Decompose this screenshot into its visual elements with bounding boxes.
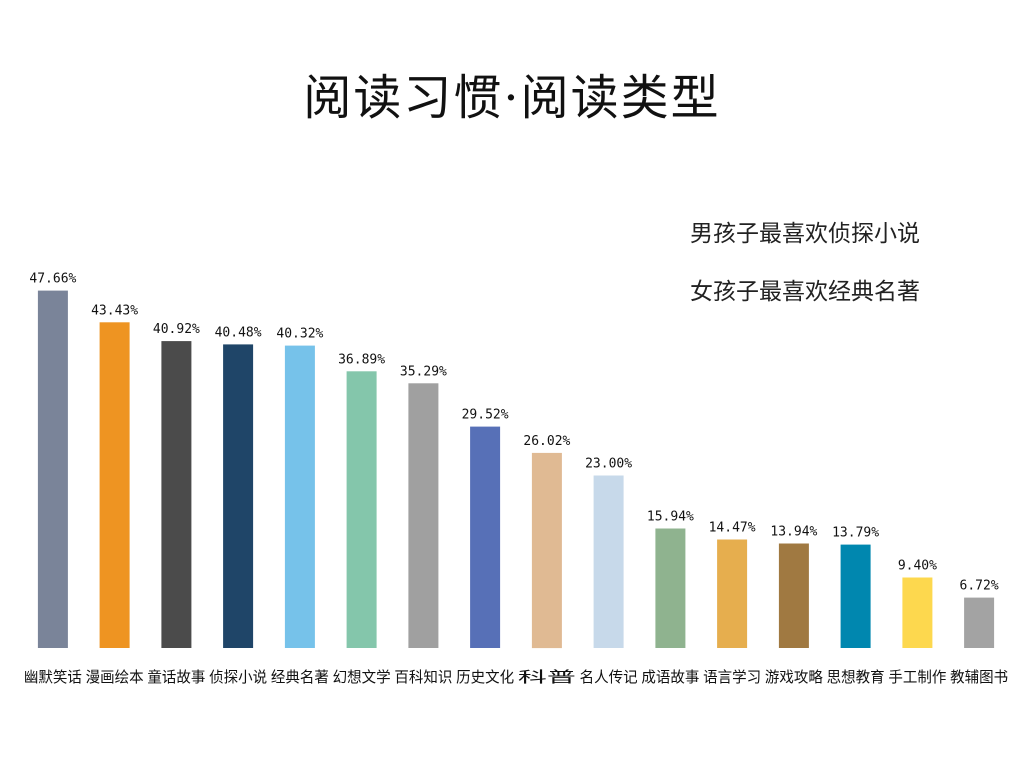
bar-10: [593, 475, 624, 648]
bar-4: [223, 344, 254, 648]
bar-7: [408, 383, 439, 648]
annotation-boys: 男孩子最喜欢侦探小说: [690, 221, 920, 247]
value-label-8: 29.52%: [462, 408, 509, 423]
category-label-12: 语言学习: [703, 668, 761, 686]
value-label-7: 35.29%: [400, 364, 447, 379]
value-label-4: 40.48%: [215, 325, 262, 340]
value-label-1: 47.66%: [29, 272, 76, 287]
value-label-11: 15.94%: [647, 510, 694, 525]
category-label-13: 游戏攻略: [765, 668, 823, 686]
category-label-1: 幽默笑话: [24, 668, 82, 686]
value-label-5: 40.32%: [276, 327, 323, 342]
bar-6: [346, 371, 377, 648]
value-label-13: 13.94%: [770, 525, 817, 540]
category-label-7: 百科知识: [394, 668, 452, 686]
bar-5: [284, 345, 315, 648]
category-label-4: 侦探小说: [209, 668, 267, 686]
value-label-6: 36.89%: [338, 352, 385, 367]
value-label-12: 14.47%: [709, 521, 756, 536]
category-label-11: 成语故事: [641, 668, 699, 686]
bar-8: [470, 426, 501, 648]
bar-2: [99, 322, 130, 648]
category-label-5: 经典名著: [271, 668, 329, 686]
value-label-10: 23.00%: [585, 457, 632, 472]
category-label-16: 教辅图书: [950, 668, 1008, 686]
bar-3: [161, 341, 192, 648]
bar-14: [840, 544, 871, 648]
value-label-14: 13.79%: [832, 526, 879, 541]
category-label-6: 幻想文学: [333, 668, 391, 686]
bar-15: [902, 577, 933, 648]
value-label-3: 40.92%: [153, 322, 200, 337]
value-label-2: 43.43%: [91, 303, 138, 318]
category-label-9: 科普: [518, 668, 576, 686]
value-label-9: 26.02%: [523, 434, 570, 449]
bar-9: [531, 452, 562, 649]
category-label-2: 漫画绘本: [86, 668, 144, 686]
bar-13: [778, 543, 809, 648]
value-label-15: 9.40%: [898, 559, 937, 574]
page-title: 阅读习惯·阅读类型: [303, 70, 721, 126]
bar-12: [717, 539, 748, 648]
category-label-10: 名人传记: [580, 668, 638, 686]
annotation-girls: 女孩子最喜欢经典名著: [690, 279, 920, 305]
category-label-14: 思想教育: [827, 668, 885, 686]
category-label-3: 童话故事: [147, 668, 205, 686]
bar-11: [655, 528, 686, 648]
bar-16: [964, 597, 995, 648]
category-label-15: 手工制作: [888, 668, 946, 686]
category-label-8: 历史文化: [456, 668, 514, 686]
bar-1: [37, 290, 68, 648]
value-label-16: 6.72%: [960, 579, 999, 594]
